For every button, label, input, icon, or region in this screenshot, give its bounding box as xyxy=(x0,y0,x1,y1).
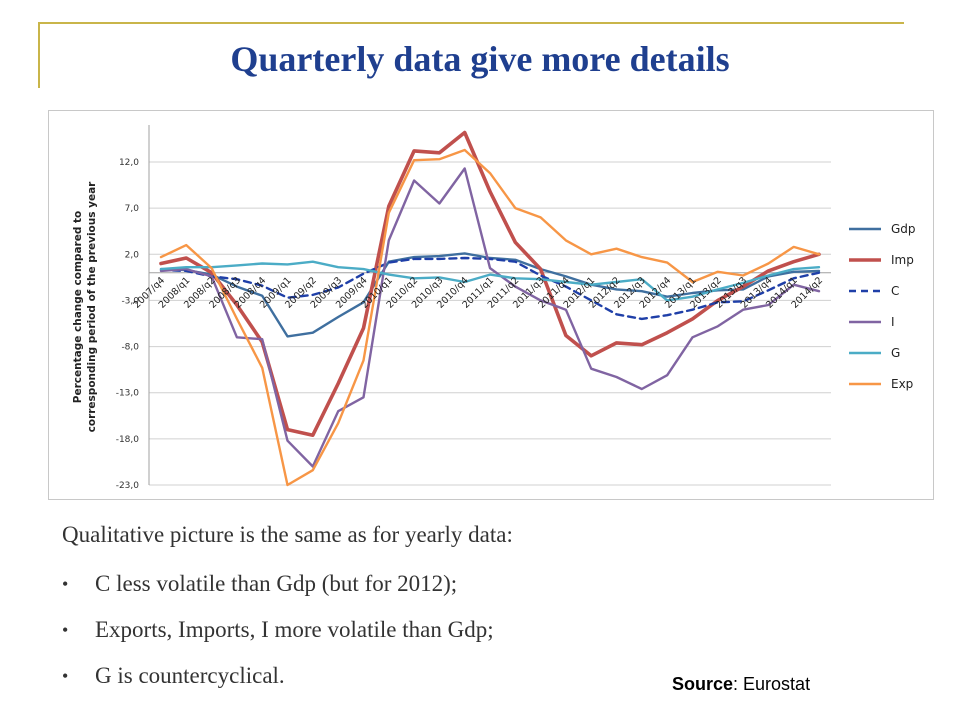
chart-frame: 12,0 7,0 2,0 -3,0 -8,0 -13,0 -18,0 -23,0 Percen… xyxy=(48,110,934,500)
bullet-item: C less volatile than Gdp (but for 2012); xyxy=(62,570,862,598)
series-line-g xyxy=(159,260,821,302)
decorative-top-rule xyxy=(38,22,904,24)
y-tick-label: -8,0 xyxy=(121,343,139,353)
y-axis-label: Percentage change compared to correspondi… xyxy=(72,181,98,433)
y-tick-label: -23,0 xyxy=(116,481,140,491)
y-axis-label-line: Percentage change compared to xyxy=(72,211,84,403)
source-note: Source: Eurostat xyxy=(672,674,810,695)
bullet-list: C less volatile than Gdp (but for 2012);… xyxy=(62,570,862,690)
chart-legend: Gdp Imp C I G Exp xyxy=(849,222,916,391)
y-tick-label: 7,0 xyxy=(125,204,140,214)
legend-label-c: C xyxy=(891,284,899,298)
series-line-exp xyxy=(159,148,821,487)
legend-label-exp: Exp xyxy=(891,377,913,391)
legend-label-imp: Imp xyxy=(891,253,914,267)
slide-title: Quarterly data give more details xyxy=(230,39,730,79)
series-line-c xyxy=(159,256,821,321)
y-tick-label: -18,0 xyxy=(116,435,140,445)
y-tick-label: 2,0 xyxy=(125,250,140,260)
y-tick-label: 12,0 xyxy=(119,158,139,168)
source-label: Source xyxy=(672,674,734,694)
bullet-item: G is countercyclical. xyxy=(62,662,862,690)
chart-series xyxy=(159,130,821,487)
legend-label-gdp: Gdp xyxy=(891,222,916,236)
commentary: Qualitative picture is the same as for y… xyxy=(62,522,862,708)
commentary-intro: Qualitative picture is the same as for y… xyxy=(62,522,513,547)
y-axis-tick-labels: 12,0 7,0 2,0 -3,0 -8,0 -13,0 -18,0 -23,0 xyxy=(116,158,140,491)
bullet-item: Exports, Imports, I more volatile than G… xyxy=(62,616,862,644)
y-tick-label: -13,0 xyxy=(116,389,140,399)
decorative-left-rule xyxy=(38,22,40,88)
y-tick-label: -3,0 xyxy=(121,296,139,306)
y-axis-label-line: corresponding period of the previous yea… xyxy=(86,181,98,433)
line-chart: 12,0 7,0 2,0 -3,0 -8,0 -13,0 -18,0 -23,0 Percen… xyxy=(72,125,916,491)
x-axis-tick-labels: 2007/q42008/q12008/q22008/q32008/q42009/… xyxy=(131,275,825,311)
source-value: : Eurostat xyxy=(733,674,811,694)
legend-label-i: I xyxy=(891,315,895,329)
series-line-i xyxy=(159,167,821,468)
legend-label-g: G xyxy=(891,346,900,360)
